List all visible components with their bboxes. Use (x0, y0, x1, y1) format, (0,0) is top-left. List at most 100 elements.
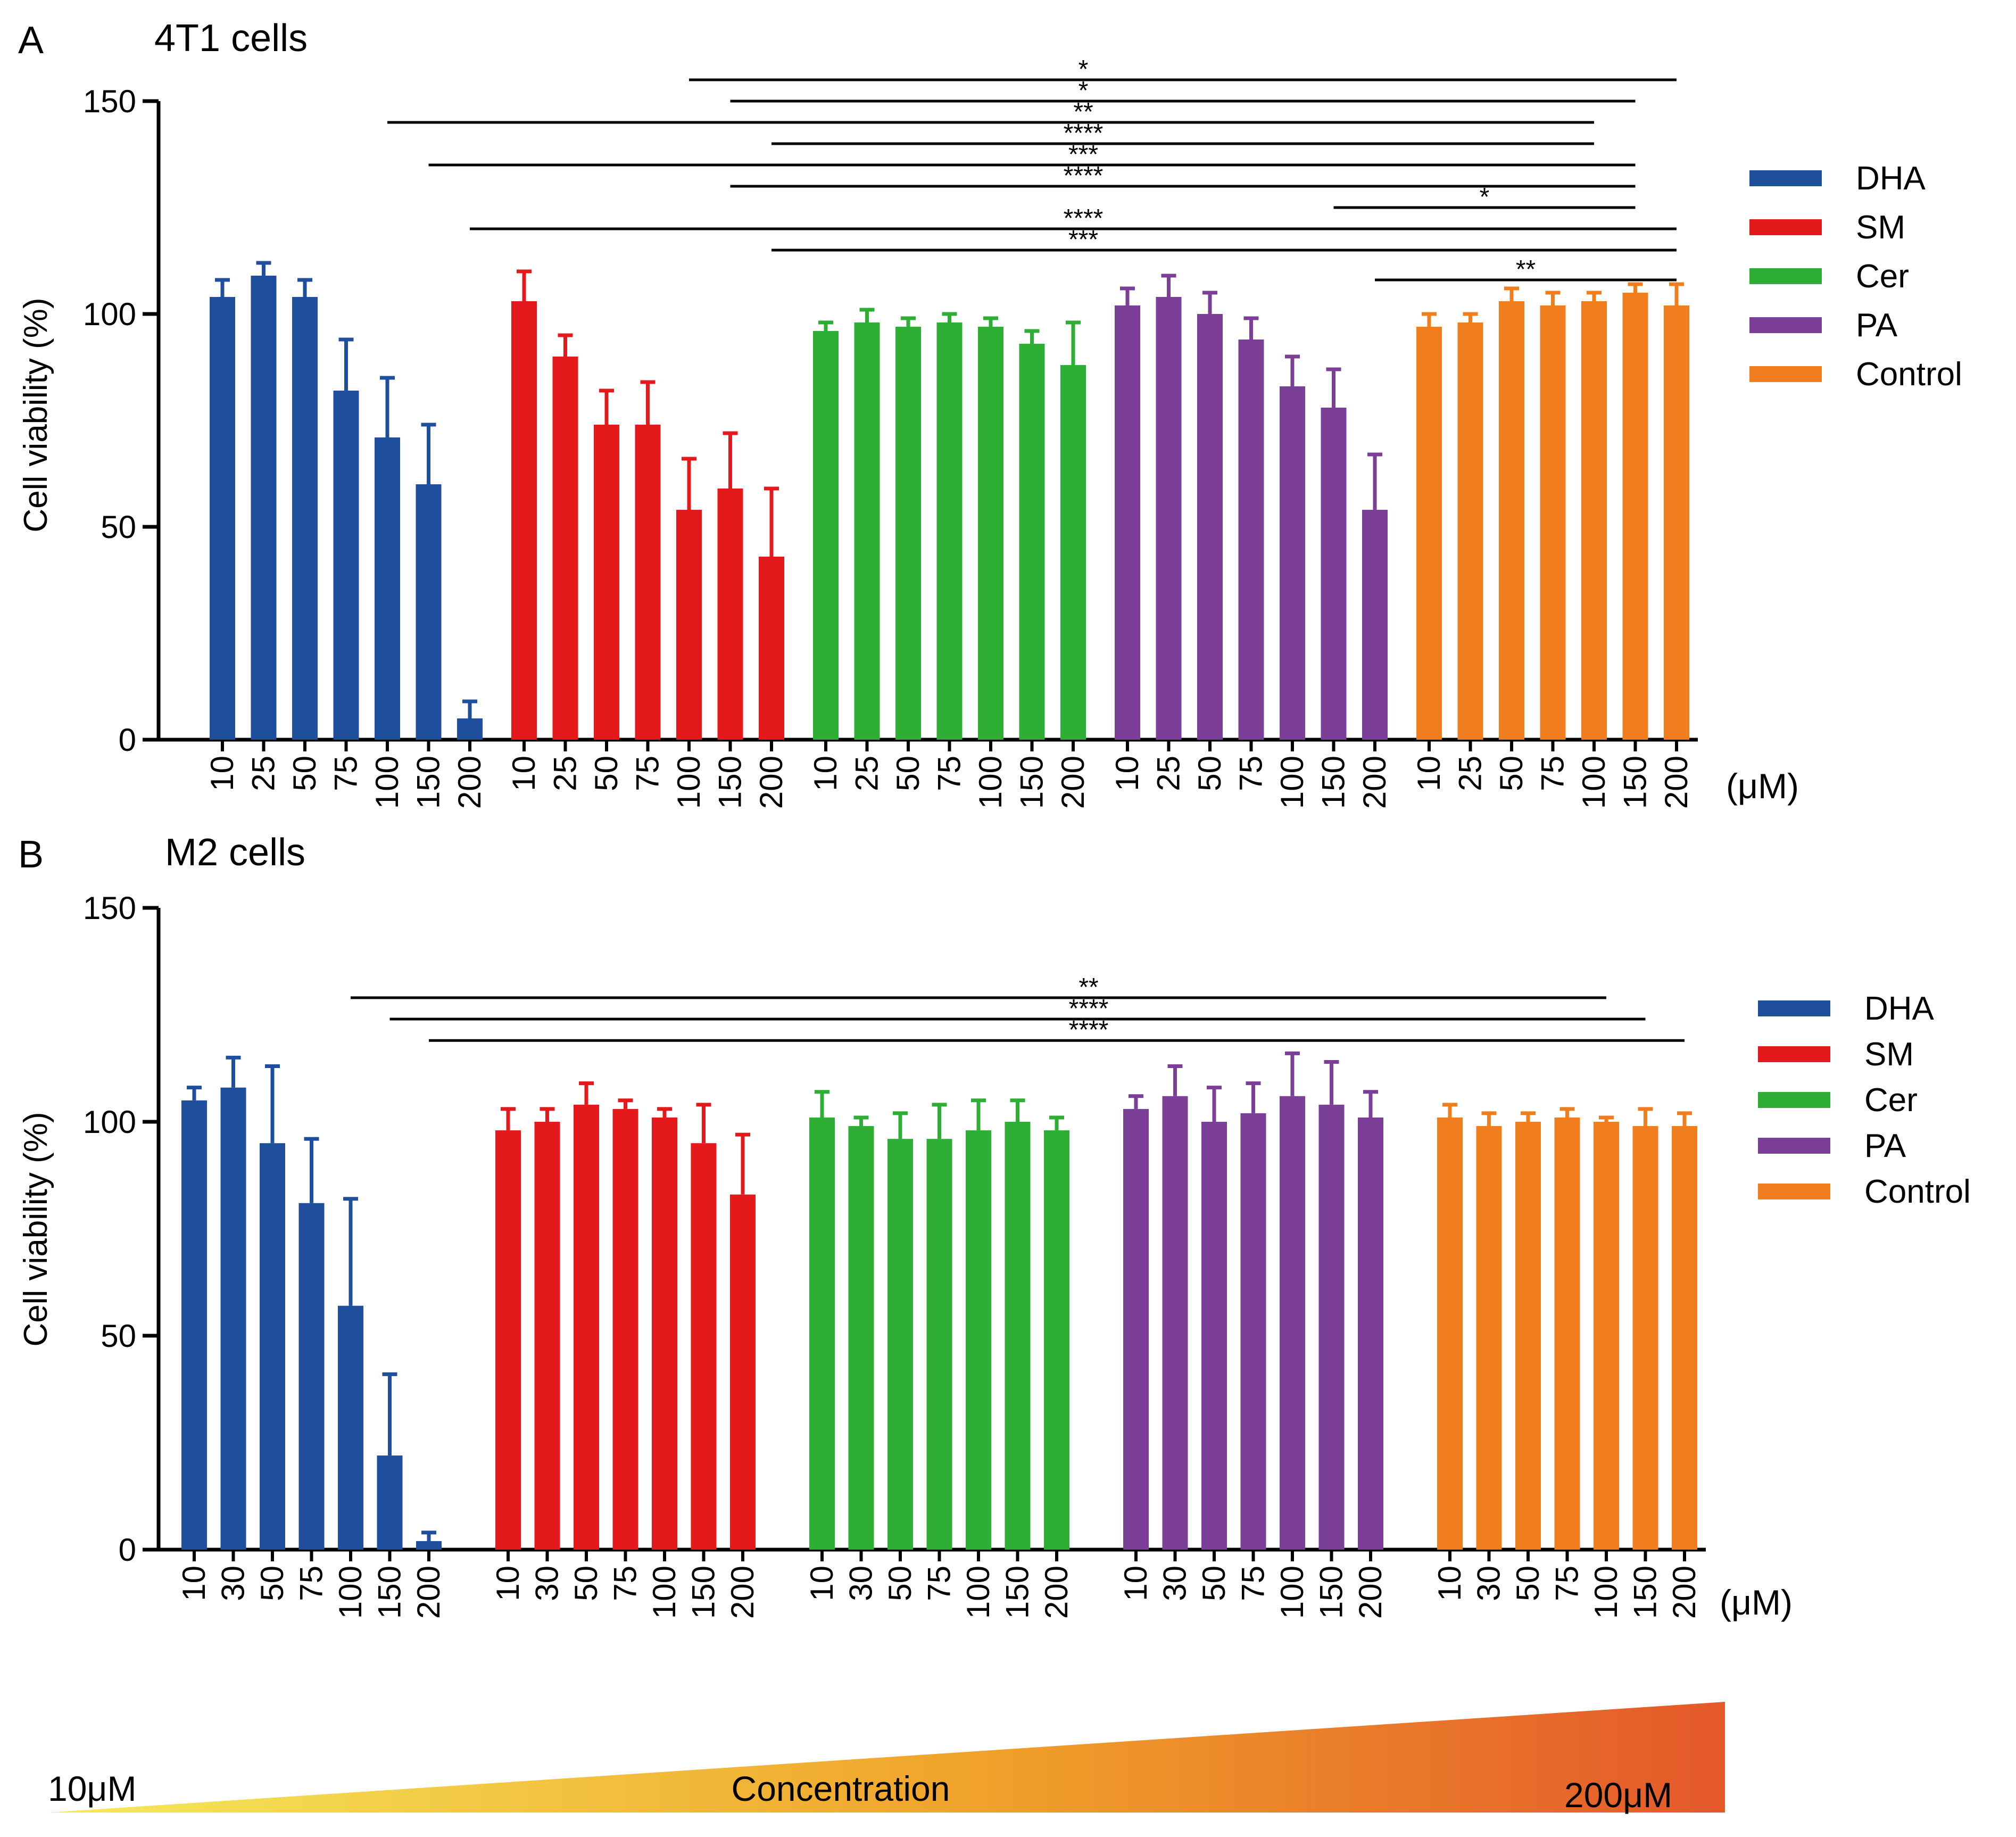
bar (511, 301, 537, 740)
x-tick-label: 10 (506, 756, 542, 791)
x-tick-label: 100 (646, 1566, 682, 1619)
bar (377, 1455, 403, 1550)
bar (926, 1139, 952, 1550)
legend-label: Cer (1856, 258, 1909, 295)
bar (1416, 327, 1442, 740)
legend-label: DHA (1864, 990, 1935, 1027)
x-tick-label: 25 (246, 756, 281, 791)
panel-a-unit-label: (μM) (1726, 766, 1799, 806)
x-tick-label: 100 (960, 1566, 996, 1619)
bar (292, 297, 318, 740)
bar (1476, 1126, 1502, 1550)
bar (1201, 1122, 1227, 1550)
x-tick-label: 30 (843, 1566, 879, 1601)
significance-label: * (1480, 183, 1490, 211)
x-tick-label: 50 (882, 1566, 918, 1601)
x-tick-label: 10 (1118, 1566, 1154, 1601)
x-tick-label: 25 (1453, 756, 1488, 791)
legend-swatch (1758, 1046, 1830, 1062)
bar (717, 489, 743, 740)
bar (813, 331, 839, 740)
x-tick-label: 10 (1411, 756, 1447, 791)
bar (809, 1117, 835, 1550)
panel-b-letter: B (18, 833, 44, 876)
bar (759, 557, 784, 740)
x-tick-label: 25 (1151, 756, 1187, 791)
bar (333, 391, 359, 740)
panel-a-4t1-chart: A 4T1 cells Cell viability (%) (μM) 0 50 1… (18, 17, 1962, 809)
bar (1162, 1096, 1188, 1550)
bar (1240, 1113, 1266, 1550)
bar (691, 1143, 717, 1550)
x-tick-label: 200 (1357, 756, 1392, 809)
legend-label: Control (1856, 356, 1962, 393)
x-tick-label: 200 (1055, 756, 1091, 809)
significance-label: **** (1064, 119, 1104, 147)
bar (1457, 322, 1483, 740)
x-tick-label: 30 (529, 1566, 565, 1601)
x-tick-label: 100 (369, 756, 405, 809)
bar (416, 1541, 442, 1550)
y-tick-label: 50 (101, 509, 136, 545)
y-tick-label: 150 (83, 84, 136, 119)
legend-swatch (1758, 1184, 1830, 1199)
panel-b-title: M2 cells (165, 831, 305, 874)
bar (1540, 305, 1566, 740)
bar (534, 1122, 560, 1550)
panel-a-letter: A (18, 19, 44, 62)
x-tick-label: 50 (1494, 756, 1529, 791)
bar (1044, 1130, 1069, 1550)
x-tick-label: 10 (204, 756, 240, 791)
x-tick-label: 50 (1192, 756, 1227, 791)
x-tick-label: 200 (753, 756, 789, 809)
x-tick-label: 25 (849, 756, 885, 791)
bar (854, 322, 880, 740)
legend-swatch (1749, 170, 1822, 186)
y-tick-label: 0 (119, 1532, 136, 1568)
x-tick-label: 100 (1274, 1566, 1310, 1619)
x-tick-label: 75 (1235, 1566, 1271, 1601)
panel-a-legend: DHA SM Cer PA Control (1749, 160, 1962, 393)
legend-swatch (1758, 1000, 1830, 1016)
bar (457, 718, 483, 740)
x-tick-label: 30 (1157, 1566, 1193, 1601)
significance-label: *** (1068, 140, 1098, 169)
legend-label: Control (1864, 1173, 1971, 1210)
bar (1156, 297, 1182, 740)
bar (181, 1100, 207, 1550)
bar (966, 1130, 991, 1550)
x-tick-label: 30 (1471, 1566, 1507, 1601)
bar (594, 425, 619, 740)
x-tick-label: 50 (890, 756, 926, 791)
legend-swatch (1749, 219, 1822, 235)
legend-swatch (1749, 268, 1822, 284)
x-tick-label: 100 (1274, 756, 1310, 809)
x-tick-label: 10 (804, 1566, 840, 1601)
x-tick-label: 100 (1588, 1566, 1624, 1619)
x-tick-label: 75 (1549, 1566, 1585, 1601)
bar (652, 1117, 677, 1550)
y-tick-label: 0 (119, 722, 136, 758)
y-tick-label: 100 (83, 1104, 136, 1140)
bar (978, 327, 1003, 740)
x-tick-label: 150 (1014, 756, 1050, 809)
x-tick-label: 75 (932, 756, 967, 791)
concentration-gradient: 10μM Concentration 200μM (48, 1702, 1725, 1815)
x-tick-label: 50 (568, 1566, 604, 1601)
bar (1280, 1096, 1305, 1550)
significance-label: ** (1078, 973, 1098, 1002)
bar (1594, 1122, 1619, 1550)
bar (1554, 1117, 1580, 1550)
x-tick-label: 200 (411, 1566, 446, 1619)
x-tick-label: 50 (588, 756, 624, 791)
bar (375, 437, 400, 740)
bar (552, 357, 578, 740)
x-tick-label: 150 (1000, 1566, 1035, 1619)
bar (1664, 305, 1689, 740)
bar (416, 484, 442, 740)
x-tick-label: 25 (547, 756, 583, 791)
y-tick-label: 150 (83, 890, 136, 926)
legend-label: SM (1856, 209, 1905, 246)
